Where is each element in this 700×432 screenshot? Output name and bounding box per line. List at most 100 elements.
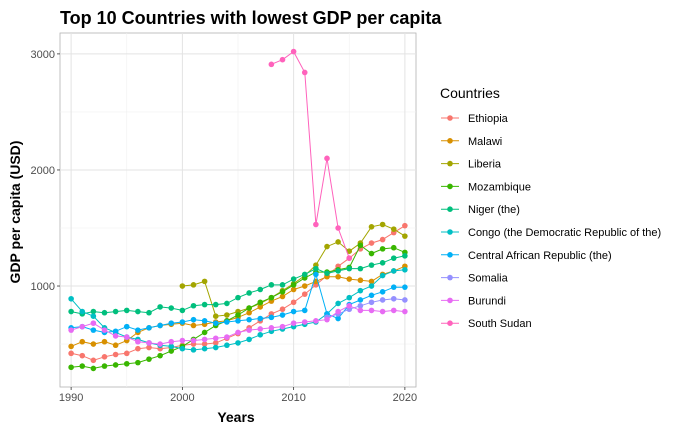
- data-point-south-sudan: [324, 155, 330, 162]
- data-point-central-african-republic-the: [246, 316, 252, 323]
- data-point-niger-the: [313, 265, 319, 272]
- data-point-niger-the: [68, 308, 74, 315]
- data-point-mozambique: [146, 356, 152, 362]
- data-point-niger-the: [268, 282, 275, 288]
- chart-title: Top 10 Countries with lowest GDP per cap…: [60, 8, 442, 28]
- data-point-burundi: [379, 308, 386, 315]
- data-point-burundi: [357, 307, 364, 314]
- data-point-burundi: [123, 334, 130, 340]
- data-point-central-african-republic-the: [190, 316, 197, 323]
- data-point-burundi: [201, 336, 208, 343]
- data-point-niger-the: [212, 301, 219, 308]
- data-point-congo-the-democratic-republic-of-the: [368, 283, 375, 289]
- data-point-central-african-republic-the: [257, 315, 264, 322]
- data-point-niger-the: [368, 262, 375, 268]
- data-point-central-african-republic-the: [146, 325, 152, 331]
- legend-item-burundi: Burundi: [441, 295, 506, 307]
- data-point-burundi: [90, 320, 97, 326]
- data-point-ethiopia: [90, 357, 97, 364]
- data-point-mozambique: [201, 329, 208, 336]
- legend-item-somalia: Somalia: [441, 273, 509, 285]
- data-point-niger-the: [257, 286, 264, 293]
- legend-title: Countries: [440, 85, 500, 101]
- data-point-niger-the: [279, 282, 286, 288]
- data-point-central-african-republic-the: [123, 323, 130, 330]
- data-point-burundi: [268, 325, 275, 331]
- data-point-mozambique: [157, 352, 163, 359]
- series-central-african-republic-the: [68, 271, 408, 336]
- legend-item-mozambique: Mozambique: [441, 181, 531, 193]
- data-point-south-sudan: [301, 69, 308, 76]
- data-point-central-african-republic-the: [268, 314, 275, 321]
- data-point-burundi: [157, 341, 163, 347]
- data-point-congo-the-democratic-republic-of-the: [346, 294, 353, 301]
- data-point-ethiopia: [68, 350, 74, 357]
- legend-key-point: [447, 160, 453, 167]
- data-point-niger-the: [390, 255, 397, 261]
- data-point-niger-the: [290, 276, 297, 282]
- series-south-sudan: [268, 48, 353, 261]
- data-point-congo-the-democratic-republic-of-the: [357, 287, 364, 294]
- data-point-ethiopia: [301, 291, 308, 297]
- data-point-ethiopia: [201, 341, 208, 347]
- data-point-somalia: [379, 297, 386, 303]
- y-tick-label: 3000: [31, 49, 55, 61]
- legend-key-point: [447, 252, 453, 258]
- data-point-congo-the-democratic-republic-of-the: [201, 345, 208, 352]
- data-point-central-african-republic-the: [379, 289, 386, 295]
- data-point-liberia: [201, 278, 208, 285]
- data-point-niger-the: [179, 307, 186, 314]
- legend-label: Somalia: [468, 273, 509, 285]
- data-point-burundi: [79, 323, 86, 330]
- data-point-niger-the: [112, 308, 119, 315]
- data-point-niger-the: [123, 307, 130, 314]
- data-point-malawi: [90, 341, 97, 347]
- data-point-niger-the: [201, 301, 208, 308]
- data-point-central-african-republic-the: [201, 318, 208, 324]
- data-point-malawi: [357, 277, 364, 284]
- data-point-congo-the-democratic-republic-of-the: [379, 272, 386, 279]
- data-point-congo-the-democratic-republic-of-the: [179, 345, 186, 352]
- data-point-central-african-republic-the: [290, 308, 297, 315]
- data-point-burundi: [246, 327, 252, 333]
- data-point-liberia: [179, 283, 186, 289]
- data-point-malawi: [335, 273, 341, 280]
- data-point-ethiopia: [123, 350, 130, 357]
- data-point-congo-the-democratic-republic-of-the: [79, 308, 86, 315]
- data-point-congo-the-democratic-republic-of-the: [90, 313, 97, 320]
- legend-key-point: [447, 320, 453, 327]
- y-axis-title: GDP per capita (USD): [7, 141, 23, 284]
- data-point-niger-the: [101, 309, 108, 316]
- data-point-congo-the-democratic-republic-of-the: [190, 347, 197, 353]
- data-point-mozambique: [68, 364, 74, 371]
- legend-label: Ethiopia: [468, 113, 509, 125]
- series-burundi: [68, 302, 408, 347]
- data-point-liberia: [379, 221, 386, 228]
- data-point-malawi: [68, 343, 74, 350]
- data-point-malawi: [346, 276, 353, 282]
- data-point-burundi: [135, 338, 141, 345]
- legend-label: Central African Republic (the): [468, 250, 612, 262]
- legend-item-central-african-republic-the: Central African Republic (the): [441, 250, 612, 262]
- data-point-liberia: [402, 233, 408, 239]
- data-point-mozambique: [235, 312, 241, 318]
- data-point-ethiopia: [290, 299, 297, 306]
- data-point-malawi: [279, 293, 286, 300]
- data-point-south-sudan: [279, 56, 286, 63]
- x-tick-label: 1990: [59, 392, 83, 404]
- data-point-south-sudan: [268, 61, 275, 68]
- legend-key-point: [447, 274, 453, 281]
- data-point-central-african-republic-the: [235, 318, 241, 324]
- legend-key-point: [447, 138, 453, 144]
- data-point-central-african-republic-the: [279, 312, 286, 318]
- legend-item-malawi: Malawi: [441, 136, 502, 148]
- data-point-liberia: [368, 224, 375, 230]
- data-point-burundi: [257, 326, 264, 332]
- data-point-somalia: [357, 302, 364, 309]
- data-point-burundi: [402, 308, 408, 315]
- data-point-burundi: [368, 307, 375, 314]
- legend-key-point: [447, 229, 453, 235]
- data-point-niger-the: [157, 304, 163, 310]
- legend-key-point: [447, 115, 453, 121]
- legend-label: Niger (the): [468, 204, 520, 216]
